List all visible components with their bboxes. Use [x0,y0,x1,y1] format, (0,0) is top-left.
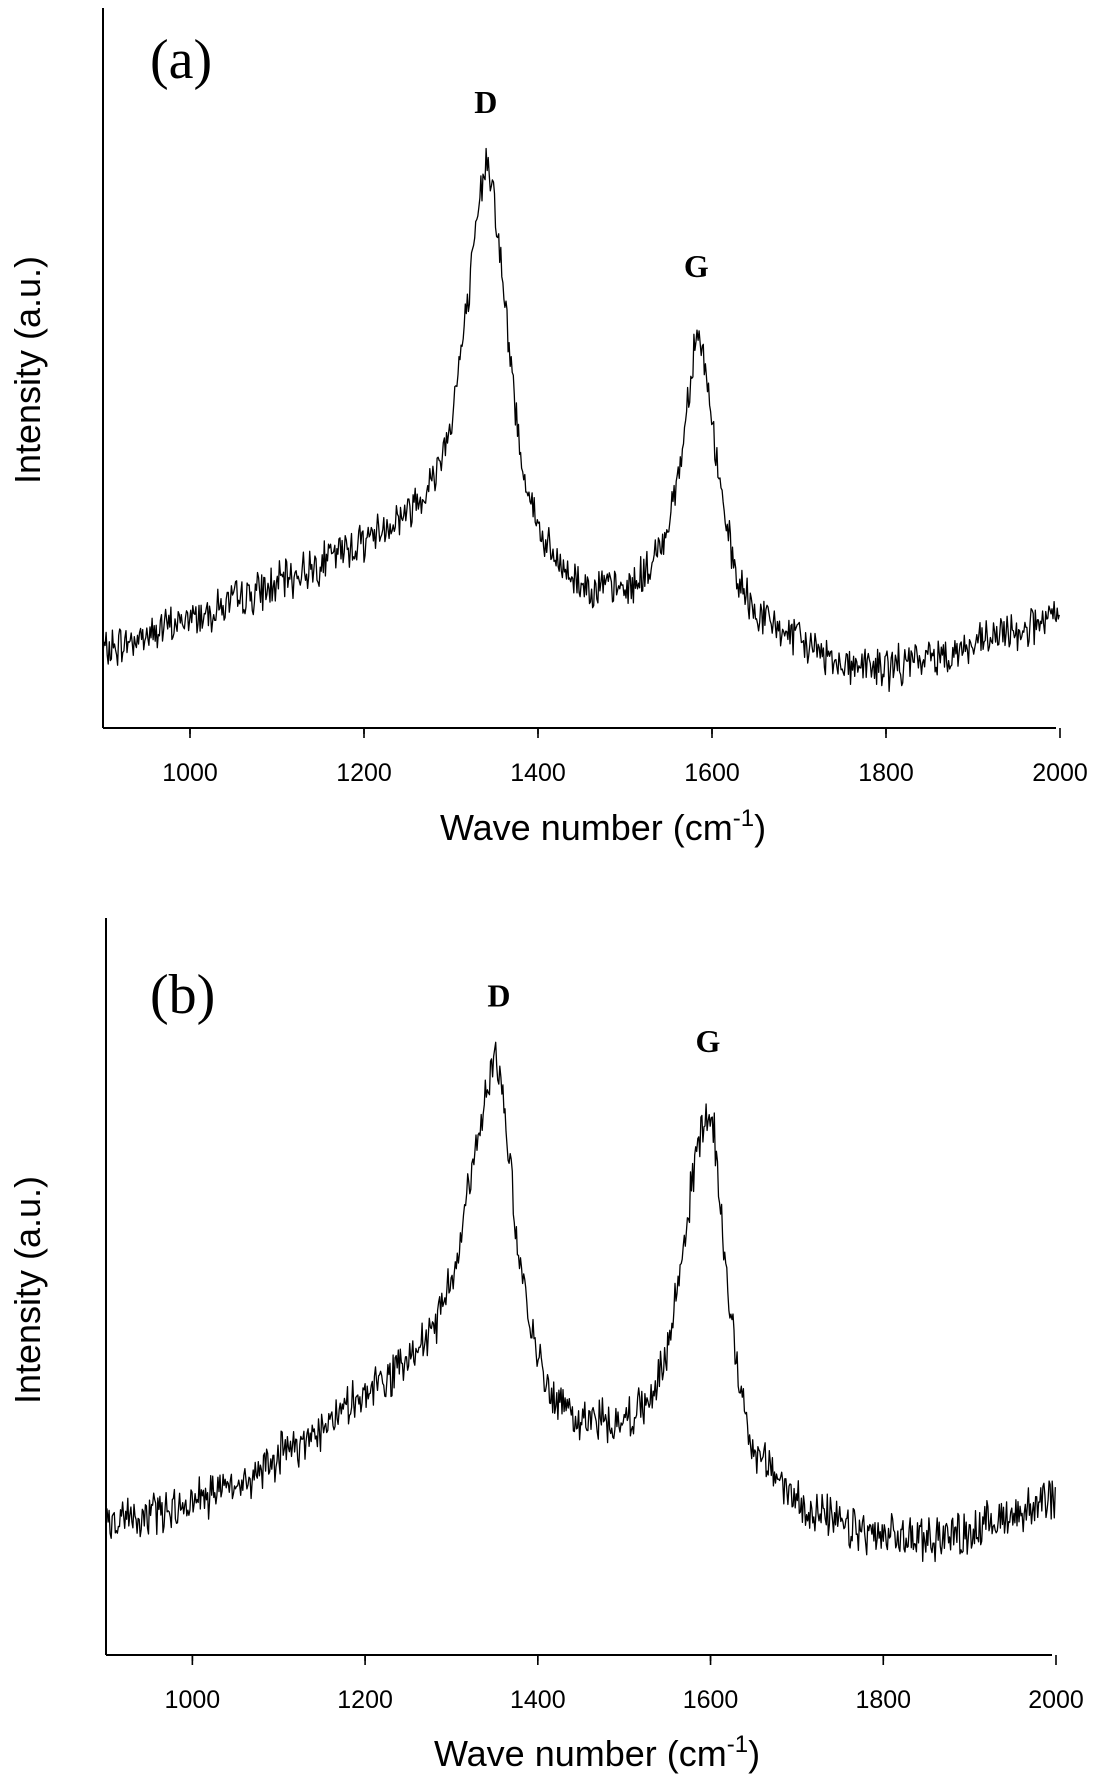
x-tick-label: 2000 [1032,759,1088,787]
x-axis-label-end: ) [754,807,766,848]
peak-label-g-b: G [696,1023,721,1059]
x-tick-labels-b: 1000 1200 1400 1600 1800 2000 [165,1686,1084,1714]
x-axis-label-sup: -1 [733,805,754,832]
panel-label-b: (b) [150,964,215,1026]
x-tick-label: 1600 [684,759,740,787]
x-axis-label-text: Wave number (cm [440,807,733,848]
x-axis-label-a: Wave number (cm-1) [440,805,766,848]
x-tick-label: 1400 [510,759,566,787]
y-axis-label-a: Intensity (a.u.) [7,256,48,484]
x-tick-label: 1000 [165,1686,221,1714]
peak-label-d-a: D [474,84,497,120]
x-tick-label: 2000 [1028,1686,1084,1714]
x-axis-label-b: Wave number (cm-1) [434,1731,760,1774]
x-tick-label: 1400 [510,1686,566,1714]
spectrum-line-a [102,147,1060,693]
panel-label-a: (a) [150,29,212,91]
x-tick-labels-a: 1000 1200 1400 1600 1800 2000 [162,759,1088,787]
peak-label-d-b: D [487,977,510,1013]
x-tick-label: 1800 [855,1686,911,1714]
panel-a: (a) 1000 1200 1400 1600 1800 2000 Wave n… [7,8,1088,848]
spectrum-line-b [105,1041,1056,1563]
x-tick-label: 1800 [858,759,914,787]
x-tick-label: 1200 [336,759,392,787]
x-axis-label-sup: -1 [727,1731,748,1758]
y-axis-label-b: Intensity (a.u.) [7,1176,48,1404]
x-ticks-b [191,1655,1057,1665]
x-axis-label-end: ) [748,1733,760,1774]
x-ticks-a [189,728,1061,738]
x-axis-label-text: Wave number (cm [434,1733,727,1774]
panel-b: (b) 1000 1200 1400 1600 1800 2000 Wave n… [7,918,1084,1774]
x-tick-label: 1200 [337,1686,393,1714]
x-tick-label: 1600 [683,1686,739,1714]
peak-label-g-a: G [684,248,709,284]
x-tick-label: 1000 [162,759,218,787]
